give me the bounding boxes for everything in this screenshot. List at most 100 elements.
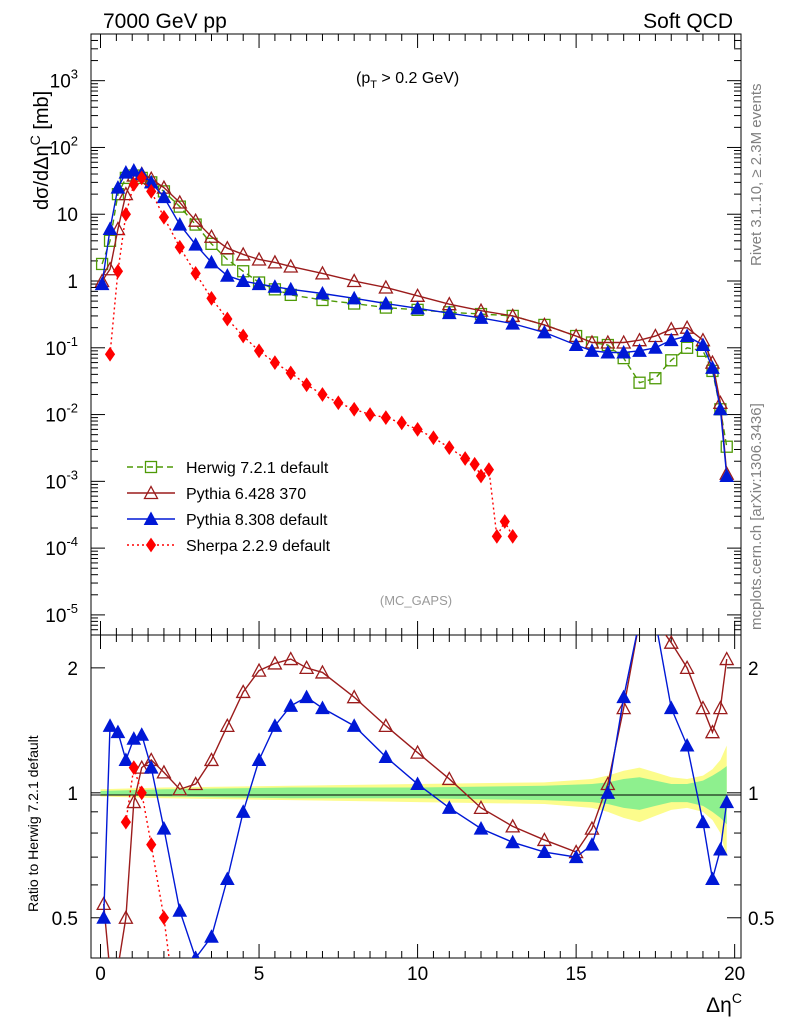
data-point xyxy=(314,664,331,679)
y-tick-label: 10-1 xyxy=(45,334,78,360)
data-point xyxy=(285,365,296,381)
data-point xyxy=(166,961,175,974)
data-point xyxy=(235,684,251,699)
data-point xyxy=(649,614,662,626)
ratio-y-tick-label-right: 2 xyxy=(748,659,759,680)
pt-cut-annotation: (pT > 0.2 GeV) xyxy=(356,70,459,91)
data-point xyxy=(378,717,394,732)
ratio-plot-frame xyxy=(90,634,742,959)
data-point xyxy=(111,961,124,973)
data-point xyxy=(235,273,251,288)
data-point xyxy=(713,842,728,856)
data-point xyxy=(145,537,157,553)
data-point xyxy=(632,343,647,357)
data-point xyxy=(102,718,118,732)
ratio-uncertainty-band xyxy=(100,745,727,858)
data-point xyxy=(346,273,362,288)
data-point xyxy=(156,764,172,779)
data-point xyxy=(235,246,251,261)
data-point xyxy=(346,689,362,704)
x-tick-label: 15 xyxy=(566,964,587,985)
data-point xyxy=(102,221,118,236)
data-point xyxy=(719,651,735,666)
series-pythia6 xyxy=(94,166,735,480)
data-point xyxy=(112,263,124,279)
data-point xyxy=(203,752,220,767)
x-tick-label: 0 xyxy=(95,964,106,985)
data-point xyxy=(251,752,267,766)
data-point xyxy=(705,871,720,885)
data-point xyxy=(317,387,328,402)
data-point xyxy=(174,239,185,255)
data-point xyxy=(146,183,157,199)
data-point xyxy=(172,217,188,231)
data-point xyxy=(473,799,489,815)
data-point xyxy=(409,744,426,759)
data-point xyxy=(346,718,362,732)
data-point xyxy=(95,257,109,271)
data-point xyxy=(188,237,203,251)
data-point xyxy=(118,909,134,924)
series-line xyxy=(102,635,728,958)
data-point xyxy=(469,456,480,472)
data-point xyxy=(110,221,126,236)
ratio-series xyxy=(96,614,735,974)
data-point xyxy=(483,462,495,477)
data-point xyxy=(104,346,116,362)
ratio-y-axis-title: Ratio to Herwig 7.2.1 default xyxy=(25,735,41,912)
y-tick-label: 10 xyxy=(57,205,78,226)
data-point xyxy=(143,511,159,525)
data-point xyxy=(333,395,344,411)
data-point xyxy=(156,821,172,835)
series-sherpa xyxy=(120,760,175,974)
data-point xyxy=(283,281,299,296)
data-point xyxy=(584,343,600,357)
data-point xyxy=(679,660,695,675)
data-point xyxy=(712,700,728,715)
data-point xyxy=(663,635,679,649)
data-point xyxy=(235,804,251,818)
data-point xyxy=(128,760,139,776)
data-point xyxy=(136,170,147,186)
header-energy-label: 7000 GeV pp xyxy=(103,10,227,33)
data-point xyxy=(444,440,455,455)
legend-item-pythia8: Pythia 8.308 default xyxy=(127,511,328,529)
data-point xyxy=(346,290,362,305)
data-point xyxy=(206,290,217,306)
data-point xyxy=(220,871,235,885)
data-point xyxy=(378,749,394,763)
data-point xyxy=(633,376,646,389)
y-tick-label: 103 xyxy=(50,67,78,93)
analysis-name-label: (MC_GAPS) xyxy=(380,593,452,608)
data-point xyxy=(128,176,139,192)
x-axis-title: ΔηC xyxy=(706,990,742,1017)
data-point xyxy=(663,332,679,347)
data-point xyxy=(473,310,489,324)
data-point xyxy=(584,837,600,851)
series-pythia8 xyxy=(96,614,735,958)
data-point xyxy=(633,614,646,626)
data-point xyxy=(120,814,131,830)
legend-label: Sherpa 2.2.9 default xyxy=(186,538,331,555)
tick-labels: 0 5 10 15 20 10-5 10-4 10-3 10-2 10-1 1 10 102 103 0.5… xyxy=(45,67,774,985)
data-point xyxy=(301,377,312,393)
data-point xyxy=(143,760,159,774)
data-point xyxy=(719,794,735,809)
data-point xyxy=(441,305,457,320)
legend-label: Pythia 8.308 default xyxy=(186,512,328,529)
data-point xyxy=(364,407,376,422)
ratio-y-tick-label: 0.5 xyxy=(52,909,78,930)
series-pythia6 xyxy=(96,635,735,973)
data-point xyxy=(267,655,283,670)
data-point xyxy=(172,781,188,796)
y-tick-label: 1 xyxy=(67,272,78,293)
data-point xyxy=(251,662,267,677)
data-point xyxy=(283,258,299,273)
data-point xyxy=(616,700,632,715)
data-point xyxy=(695,814,711,829)
legend-item-sherpa: Sherpa 2.2.9 default xyxy=(127,537,331,555)
axis-ticks xyxy=(91,33,741,959)
data-point xyxy=(505,834,521,849)
x-tick-label: 5 xyxy=(254,964,265,985)
